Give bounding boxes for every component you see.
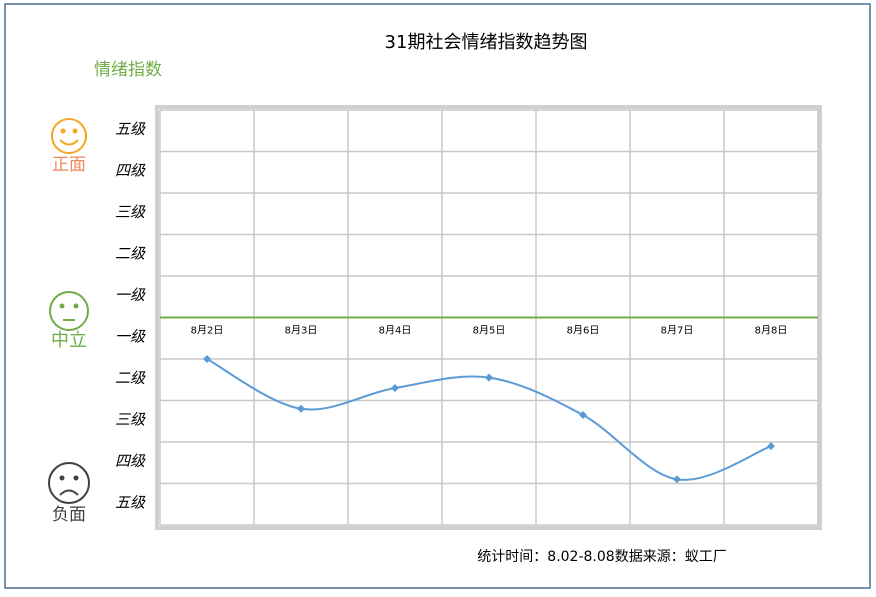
marker [485,373,493,382]
icon-positive [51,118,87,154]
marker [297,404,305,413]
sentiment-label: 正面 [52,155,86,174]
y-tick-label: 一级 [115,329,146,346]
footnote: 统计时间：8.02-8.08数据来源：蚁工厂 [477,549,726,565]
y-tick-label: 四级 [115,163,146,180]
x-tick-label: 8月5日 [473,325,506,337]
icon-negative [48,462,90,504]
marker [767,442,775,451]
y-tick-label: 五级 [115,495,146,512]
x-tick-label: 8月6日 [567,325,600,337]
marker [203,355,211,363]
y-tick-label: 二级 [115,246,146,263]
x-tick-label: 8月2日 [191,325,224,337]
y-axis-label: 情绪指数 [94,60,162,80]
y-tick-label: 五级 [115,121,146,138]
x-tick-label: 8月8日 [755,325,788,337]
icon-neutral [49,291,89,331]
y-tick-label: 三级 [115,412,146,429]
chart-title: 31期社会情绪指数趋势图 [385,32,588,53]
y-tick-label: 四级 [115,453,146,470]
y-tick-label: 三级 [115,204,146,221]
x-tick-label: 8月3日 [285,325,318,337]
marker [391,384,399,393]
marker [673,475,681,484]
sentiment-label: 负面 [52,505,86,524]
y-tick-label: 一级 [115,287,146,304]
marker [579,411,587,420]
y-tick-label: 二级 [115,370,146,387]
sentiment-label: 中立 [51,330,87,350]
x-tick-label: 8月4日 [379,325,412,337]
x-tick-label: 8月7日 [661,325,694,337]
